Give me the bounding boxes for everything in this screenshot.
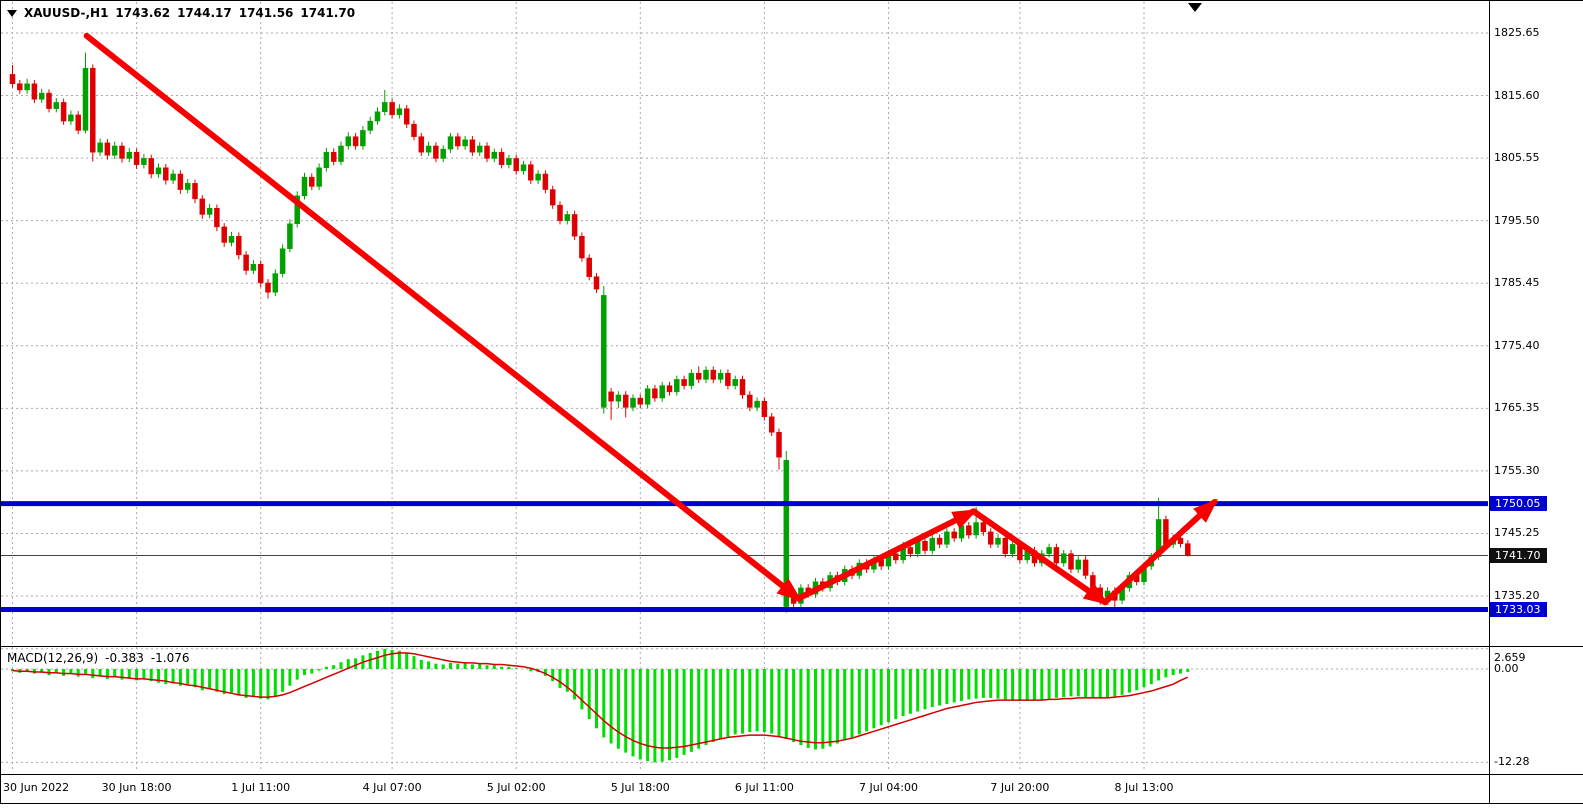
- window-top-border: [0, 0, 1583, 1]
- symbol-period-label: XAUUSD-,H1: [24, 6, 109, 20]
- candles: [9, 52, 1191, 613]
- window-left-border: [0, 0, 1, 804]
- ohlc-open-value: 1743.62: [115, 6, 171, 20]
- macd-signal-line: [12, 652, 1189, 749]
- price-axis-border: [1489, 0, 1490, 804]
- trend-arrow[interactable]: [1102, 498, 1219, 606]
- ohlc-close-value: 1741.70: [300, 6, 356, 20]
- macd-name: MACD(12,26,9): [7, 651, 99, 665]
- trend-arrow[interactable]: [83, 32, 803, 602]
- chart-header: XAUUSD-,H1 1743.62 1744.17 1741.56 1741.…: [7, 6, 355, 20]
- ohlc-low-value: 1741.56: [238, 6, 294, 20]
- time-axis-separator: [0, 774, 1583, 775]
- trend-arrow[interactable]: [795, 508, 978, 602]
- ohlc-high-value: 1744.17: [177, 6, 232, 20]
- macd-histogram: [11, 648, 1190, 763]
- macd-signal-value: -1.076: [150, 651, 190, 665]
- trend-arrow[interactable]: [970, 508, 1109, 606]
- chart-shift-marker-icon[interactable]: [1188, 3, 1202, 12]
- window-bottom-border: [0, 803, 1583, 804]
- grid: [1, 2, 1488, 772]
- macd-main-value: -0.383: [105, 651, 144, 665]
- macd-pane-separator[interactable]: [0, 646, 1583, 647]
- macd-indicator-label: MACD(12,26,9) -0.383 -1.076: [7, 651, 190, 665]
- symbol-dropdown-icon[interactable]: [7, 9, 17, 17]
